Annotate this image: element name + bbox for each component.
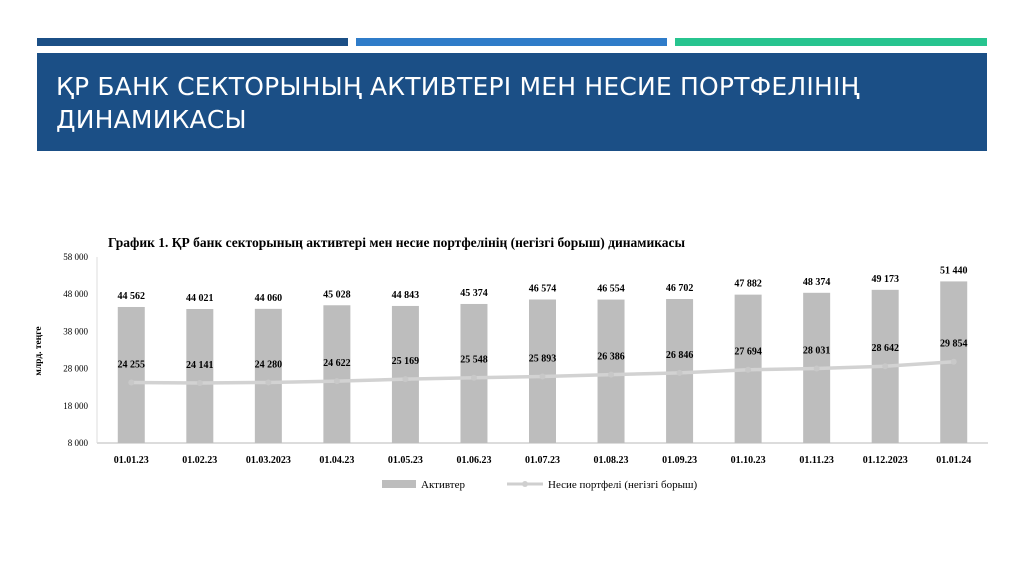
legend-label-assets: Активтер (421, 479, 465, 491)
bar-assets (254, 308, 282, 443)
x-tick-label: 01.01.23 (114, 455, 149, 466)
x-tick-label: 01.06.23 (456, 455, 491, 466)
bar-value-label: 44 562 (118, 291, 146, 302)
chart-legend: Активтер Несие портфелі (негізгі борыш) (382, 479, 697, 491)
x-tick-label: 01.11.23 (799, 455, 833, 466)
bar-value-label: 51 440 (940, 265, 968, 276)
line-point (882, 363, 889, 370)
y-tick-label: 18 000 (63, 401, 88, 411)
x-tick-label: 01.07.23 (525, 455, 560, 466)
line-point (813, 365, 820, 372)
line-value-label: 24 280 (255, 359, 283, 370)
line-point (333, 378, 340, 385)
accent-stripe-blue (356, 38, 667, 46)
bar-value-label: 46 574 (529, 284, 557, 295)
y-tick-label: 38 000 (63, 326, 88, 336)
legend-swatch-assets (382, 480, 416, 488)
accent-stripe-dark (37, 38, 348, 46)
bar-value-label: 46 702 (666, 283, 694, 294)
line-point (676, 369, 683, 376)
x-tick-label: 01.10.23 (731, 455, 766, 466)
line-point (265, 379, 272, 386)
line-value-label: 28 031 (803, 345, 831, 356)
bar-assets (117, 306, 145, 443)
bar-assets (460, 303, 488, 443)
y-tick-label: 8 000 (68, 438, 89, 448)
accent-stripe-green (675, 38, 987, 46)
x-tick-label: 01.09.23 (662, 455, 697, 466)
x-tick-label: 01.08.23 (594, 455, 629, 466)
line-value-label: 28 642 (871, 343, 899, 354)
bar-assets (529, 299, 556, 443)
y-tick-label: 58 000 (63, 252, 88, 262)
bar-assets (597, 299, 625, 443)
slide-title: ҚР БАНК СЕКТОРЫНЫҢ АКТИВТЕРІ МЕН НЕСИЕ П… (56, 72, 860, 134)
legend-label-loans: Несие портфелі (негізгі борыш) (548, 479, 697, 491)
bar-assets (323, 305, 351, 443)
line-point (470, 374, 477, 381)
bar-assets (186, 309, 214, 443)
line-value-label: 25 169 (392, 356, 420, 367)
title-banner (37, 53, 987, 151)
bar-value-label: 44 843 (392, 290, 420, 301)
bar-value-label: 44 021 (186, 293, 214, 304)
y-tick-label: 28 000 (63, 364, 88, 374)
bar-value-label: 46 554 (597, 284, 625, 295)
bar-value-label: 47 882 (734, 279, 762, 290)
x-tick-label: 01.12.2023 (863, 455, 908, 466)
x-tick-label: 01.03.2023 (246, 455, 291, 466)
line-value-label: 24 255 (118, 360, 146, 371)
line-value-label: 24 622 (323, 358, 351, 369)
bar-value-label: 45 028 (323, 289, 351, 300)
y-axis-label: млрд. теңге (34, 326, 44, 375)
bar-assets (391, 305, 419, 443)
x-tick-label: 01.04.23 (319, 455, 354, 466)
line-point (128, 379, 135, 386)
line-point (950, 358, 957, 365)
line-point (196, 379, 203, 386)
bar-value-label: 49 173 (871, 274, 899, 285)
x-tick-label: 01.02.23 (182, 455, 217, 466)
line-point (402, 376, 409, 383)
line-point (608, 371, 615, 378)
line-point (539, 373, 546, 380)
line-point (745, 366, 752, 373)
line-value-label: 24 141 (186, 360, 214, 371)
x-tick-label: 01.05.23 (388, 455, 423, 466)
line-value-label: 25 893 (529, 353, 557, 364)
line-value-label: 25 548 (460, 355, 488, 366)
line-value-label: 27 694 (734, 347, 762, 358)
line-value-label: 29 854 (940, 339, 968, 350)
legend-marker-loans (522, 481, 528, 487)
bar-value-label: 44 060 (255, 293, 283, 304)
bar-value-label: 48 374 (803, 277, 831, 288)
x-tick-label: 01.01.24 (936, 455, 971, 466)
y-tick-label: 48 000 (63, 289, 88, 299)
line-value-label: 26 846 (666, 350, 694, 361)
line-value-label: 26 386 (597, 352, 625, 363)
chart-title: График 1. ҚР банк секторының активтері м… (108, 235, 686, 250)
bar-value-label: 45 374 (460, 288, 488, 299)
